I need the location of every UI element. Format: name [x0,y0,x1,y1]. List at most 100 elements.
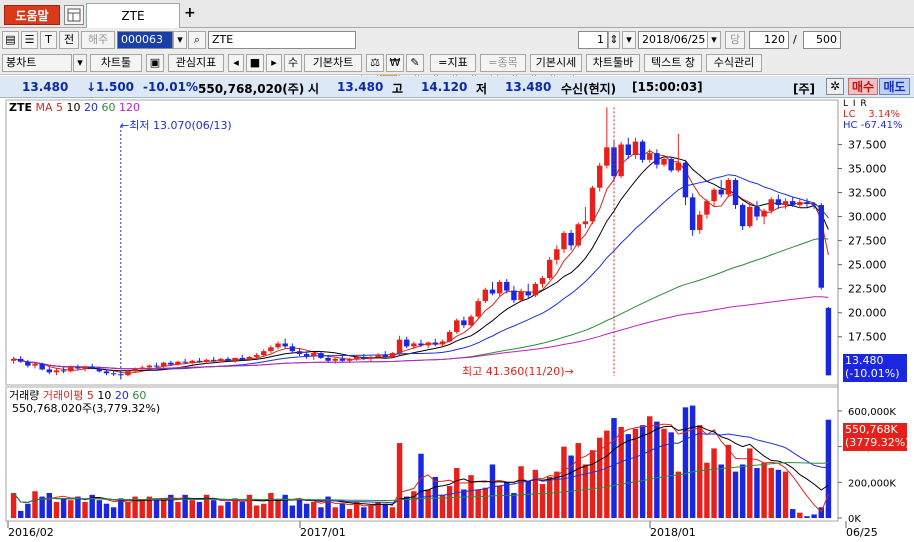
save-icon[interactable]: ▣ [146,54,164,72]
volume-bar [461,489,467,518]
volume-bar [368,505,374,518]
volume-bar [153,498,160,518]
volume-bar [804,516,810,518]
search-icon[interactable]: ⌕ [188,31,206,49]
buy-button[interactable]: 매수 [848,78,878,95]
candle-body [496,281,503,294]
volume: 550,768,020(주) [198,82,305,96]
total-input[interactable]: 500 [803,31,841,49]
volume-bar [196,501,203,518]
scale-icon[interactable]: ⚖ [366,54,384,72]
basic-chart-button[interactable]: 기본차트 [304,54,362,72]
chart-tools-button[interactable]: 차트툴 [90,54,142,72]
volume-bar [411,491,417,518]
candle-body [203,359,210,362]
candle-body [596,165,603,188]
candle-body [661,158,667,165]
stock-code-input[interactable]: 000063 [117,31,173,49]
candle-body [346,358,353,361]
candle-body [754,206,760,217]
candle-body [311,353,317,356]
volume-bar [182,494,188,518]
add-tab-button[interactable]: + [184,5,196,21]
candle-body [618,144,624,177]
volume-bar [160,500,167,518]
stop-icon[interactable]: ■ [246,54,264,72]
candle-body [182,361,188,363]
candle-body [296,351,303,355]
help-button[interactable]: 도움말 [4,5,60,25]
text-icon[interactable]: T [40,31,57,49]
candle-body [210,359,217,361]
su-button[interactable]: 수 [284,54,302,72]
candle-body [675,162,682,171]
chart-type-select[interactable]: 봉차트 [2,54,72,72]
date-dropdown-icon[interactable]: ▾ [622,31,636,49]
wrench-icon[interactable]: ✎ [406,54,424,72]
low-value: 13.480 [505,80,552,94]
basic-price-button[interactable]: 기본시세 [530,54,582,72]
candle-body [747,206,753,227]
chart-toolbar-button[interactable]: 차트툴바 [586,54,640,72]
count-input[interactable]: 120 [749,31,789,49]
candle-body [25,361,31,366]
volume-bar [604,430,610,518]
legend-ma-label: MA [35,101,53,114]
volume-bar [825,419,832,518]
price-volume-chart[interactable]: 37.500 35.000 32.500 30.000 27.500 25.000 22.5… [0,98,914,542]
code-dropdown-icon[interactable]: ▾ [173,31,187,49]
jeon-button[interactable]: 전 [59,31,79,49]
date-input[interactable]: 2018/06/25 [638,31,708,49]
volume-bar [754,468,760,518]
dang-button[interactable]: 당 [725,31,745,49]
indicator-button[interactable]: =지표 [430,54,476,72]
jongmok-button[interactable]: =종목 [480,54,526,72]
volume-bar [554,471,560,518]
candle-body [539,278,546,284]
volume-bar [132,496,138,518]
calendar-dropdown-icon[interactable]: ▾ [707,31,721,49]
chart-type-dropdown-icon[interactable]: ▾ [73,54,87,72]
candle-body [739,205,746,227]
window-icon[interactable] [64,5,84,25]
volume-bar [639,425,646,518]
volume-bar [175,501,181,518]
tips-button[interactable]: 해주 [81,31,115,49]
volume-bar [346,509,353,518]
minute-input[interactable]: 1 [578,31,608,49]
volume-bar [318,507,324,518]
candle-body [175,361,181,365]
formula-manager-button[interactable]: 수식관리 [706,54,762,72]
candle-body [318,353,324,358]
watch-indicators-button[interactable]: 관심지표 [168,54,224,72]
sell-button[interactable]: 매도 [879,78,910,95]
next-icon[interactable]: ▸ [266,54,282,72]
legend-ma120: 120 [119,101,141,114]
legend-ma5: 5 [56,101,64,114]
volume-legend: 거래량 거래이평 5 10 20 60 [9,387,146,403]
prev-icon[interactable]: ◂ [228,54,244,72]
won-button[interactable]: ₩ [386,54,404,72]
vol-tick-label: 200,000K [848,478,896,489]
candle-body [68,367,74,372]
candle-body [697,214,703,231]
candle-body [704,201,710,215]
candle-body [568,232,574,246]
candle-body [75,367,81,369]
candle-body [418,343,424,346]
chart-area[interactable]: 37.500 35.000 32.500 30.000 27.500 25.000 22.5… [0,98,914,542]
volume-bar [568,455,574,518]
candle-body [768,199,774,211]
tab-zte[interactable]: ZTE [86,3,180,28]
candle-body [789,201,796,206]
layout-icon[interactable]: ▤ [2,31,19,49]
minute-spin-icon[interactable]: ⇕ [608,31,620,49]
legend-vol-ma5: 5 [86,389,94,402]
settings-gear-icon[interactable]: ✲ [826,78,844,95]
legend-vol-ma60: 60 [132,389,147,402]
list-icon[interactable]: ☰ [21,31,38,49]
text-window-button[interactable]: 텍스트 창 [644,54,702,72]
candle-body [432,342,439,345]
volume-bar [625,434,632,518]
ma-line-10 [13,156,829,372]
